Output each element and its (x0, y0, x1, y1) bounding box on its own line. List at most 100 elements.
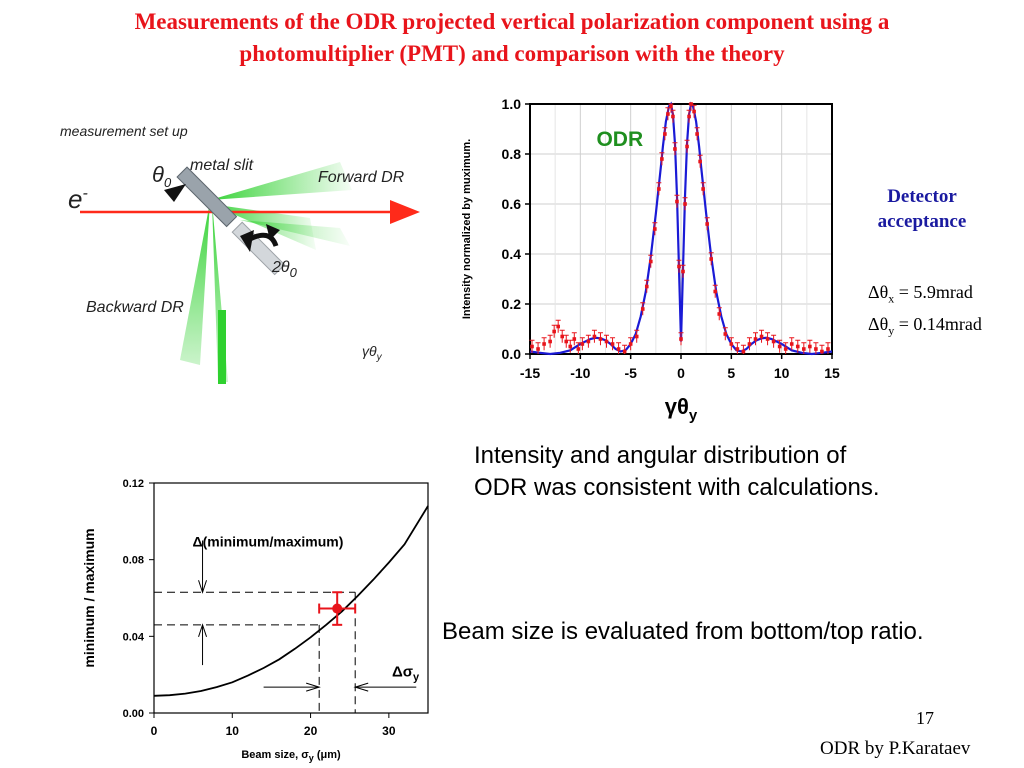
measurement-marker (542, 342, 546, 346)
measurement-point (734, 342, 740, 354)
measurement-point (686, 109, 692, 123)
x-axis-label-main: Beam size, σ (241, 749, 309, 761)
measurement-point (575, 342, 581, 354)
measurement-setup-diagram: measurement set up e- metal slit Forward… (60, 123, 420, 384)
setup-heading: measurement set up (60, 123, 188, 139)
measurement-point (801, 342, 807, 354)
measurement-marker (698, 159, 702, 164)
measurement-marker (568, 344, 573, 349)
measurement-point (616, 342, 622, 354)
x-axis-label-sub: y (689, 407, 698, 424)
rotation-arrow-head-2 (240, 230, 254, 252)
beam-size-note: Beam size is evaluated from bottom/top r… (442, 618, 924, 645)
measurement-point (535, 342, 541, 354)
measurement-marker (777, 344, 782, 349)
x-tick-label: 5 (727, 365, 735, 381)
measurement-marker (802, 347, 806, 351)
measurement-point (765, 332, 771, 346)
measurement-marker (759, 334, 764, 339)
x-tick-label: 30 (382, 724, 396, 738)
footer-author: ODR by P.Karataev (820, 738, 971, 759)
rotation-arrow-head-1 (266, 224, 280, 240)
measurement-point (668, 103, 674, 113)
measurement-marker (548, 339, 552, 344)
odr-angular-distribution-chart: -15 -10 -5 0 5 10 15 0.0 0.2 0.4 0.6 0.8 1.0 Intensit… (461, 96, 840, 424)
plot-frame (153, 482, 429, 714)
measurement-point (628, 337, 634, 351)
measurement-point (795, 339, 801, 353)
measurement-marker (820, 349, 824, 354)
measurement-marker (723, 332, 728, 336)
measurement-point (640, 302, 646, 316)
measurement-point (728, 337, 734, 351)
measurement-point (659, 152, 665, 166)
measurement-point (541, 337, 547, 351)
x-tick-label: 15 (824, 365, 840, 381)
x-axis-label: γθy (665, 394, 698, 424)
measurement-point (670, 109, 676, 123)
detector-acceptance-heading: Detector acceptance (858, 184, 986, 234)
x-axis-label: Beam size, σy (μm) (241, 749, 341, 763)
sigma-annotation-sub: y (413, 672, 420, 684)
sigma-arrowhead-right-icon (306, 682, 321, 692)
measurement-point (697, 154, 703, 168)
measurement-point (813, 342, 819, 354)
ratio-annotation: Δ(minimum/maximum) (193, 533, 344, 549)
detector-acceptance-line-1: Detector (887, 186, 957, 207)
measurement-marker (552, 329, 556, 334)
x-tick-label: 10 (774, 365, 790, 381)
measurement-marker (808, 344, 812, 349)
x-tick-label: -15 (520, 365, 540, 381)
measurement-marker (671, 114, 675, 119)
delta-theta-x-sub: x (888, 291, 895, 306)
odr-consistency-note: Intensity and angular distribution of OD… (474, 440, 880, 504)
delta-theta-y-sub: y (888, 323, 895, 338)
backward-dr-cone-left (180, 202, 210, 365)
measurement-point (662, 127, 668, 141)
backward-dr-label: Backward DR (86, 299, 184, 316)
measurement-marker (580, 342, 585, 346)
measurement-marker (653, 227, 657, 231)
measurement-marker (675, 199, 679, 204)
x-axis-label-sub: y (309, 753, 314, 763)
forward-dr-cone-upper (210, 162, 352, 200)
measurement-marker (660, 157, 664, 161)
measurement-marker (709, 257, 713, 261)
x-tick-label: 0 (677, 365, 685, 381)
backward-dr-beam (218, 310, 226, 384)
measurement-point (529, 339, 535, 353)
measurement-point (704, 217, 710, 231)
y-tick-label: 0.00 (123, 708, 144, 720)
measurement-marker (604, 339, 609, 344)
measurement-point (759, 329, 765, 343)
electron-beam-arrowhead (390, 200, 420, 224)
measurement-point (789, 337, 795, 351)
delta-theta-y-symbol: Δθ (868, 314, 889, 334)
slide-title: Measurements of the ODR projected vertic… (0, 6, 1024, 70)
measurement-marker (616, 347, 621, 351)
measurement-marker (644, 284, 649, 289)
measurement-marker (677, 264, 681, 269)
y-tick-label: 0.8 (502, 146, 522, 162)
measurement-marker (560, 334, 565, 339)
measurement-point (694, 127, 700, 141)
forward-dr-cone-lower (210, 204, 316, 250)
odr-note-line-2: ODR was consistent with calculations. (474, 474, 880, 501)
page-number: 17 (916, 708, 934, 728)
y-tick-label: 0.4 (502, 246, 522, 262)
measurement-marker (564, 339, 569, 344)
measurement-point (597, 332, 603, 346)
measurement-point (752, 332, 758, 346)
measurement-point (722, 327, 728, 341)
measurement-point (604, 334, 610, 348)
measurement-point (746, 337, 752, 351)
measurement-marker (530, 344, 534, 349)
measurement-marker (753, 337, 758, 341)
measurement-marker (765, 337, 770, 341)
measurement-marker (663, 132, 667, 136)
measurement-point (644, 279, 650, 293)
x-tick-label: -5 (624, 365, 637, 381)
measurement-point (691, 104, 697, 118)
measured-point (332, 603, 343, 614)
y-tick-label: 0.12 (123, 478, 144, 490)
